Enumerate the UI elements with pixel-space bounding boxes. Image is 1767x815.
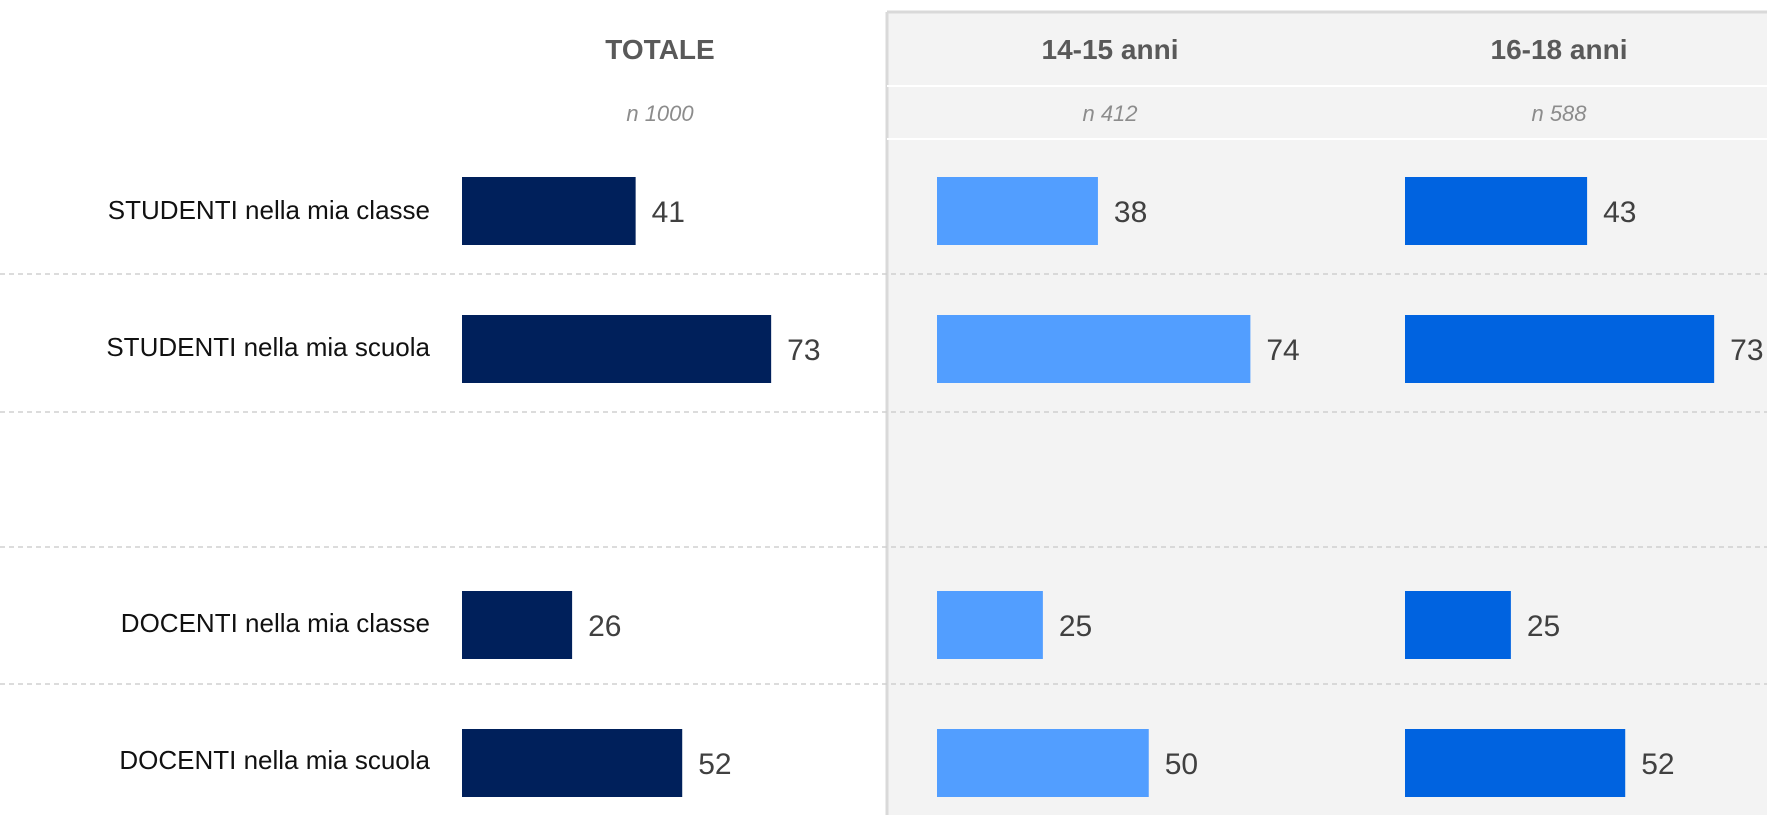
value-label-totale-docenti-scuola: 52	[698, 748, 731, 781]
column-headers: TOTALE 14-15 anni 16-18 anni n 1000 n 41…	[605, 34, 1627, 126]
value-label-totale-studenti-classe: 41	[652, 196, 685, 229]
row-separators	[0, 273, 1767, 685]
row-label-studenti-scuola: STUDENTI nella mia scuola	[106, 332, 430, 362]
value-label-14-15-anni-studenti-classe: 38	[1114, 196, 1147, 229]
value-label-14-15-anni-studenti-scuola: 74	[1266, 334, 1299, 367]
sample-size-totale: n 1000	[626, 101, 694, 126]
row-label-docenti-scuola: DOCENTI nella mia scuola	[119, 745, 430, 775]
bar-totale-docenti-scuola	[462, 729, 683, 797]
value-label-14-15-anni-docenti-classe: 25	[1059, 610, 1092, 643]
bar-14-15-anni-studenti-classe	[937, 177, 1098, 245]
bar-totale-studenti-scuola	[462, 315, 772, 383]
value-label-totale-studenti-scuola: 73	[787, 334, 820, 367]
header-totale: TOTALE	[605, 34, 714, 65]
sample-size-16-18-anni: n 588	[1531, 101, 1587, 126]
row-label-studenti-classe: STUDENTI nella mia classe	[108, 195, 430, 225]
header-16-18-anni: 16-18 anni	[1491, 34, 1628, 65]
bar-14-15-anni-docenti-scuola	[937, 729, 1149, 797]
value-label-14-15-anni-docenti-scuola: 50	[1165, 748, 1198, 781]
bar-16-18-anni-studenti-classe	[1405, 177, 1588, 245]
sample-size-14-15-anni: n 412	[1082, 101, 1137, 126]
bar-totale-studenti-classe	[462, 177, 636, 245]
value-label-16-18-anni-studenti-classe: 43	[1603, 196, 1636, 229]
bar-16-18-anni-docenti-scuola	[1405, 729, 1626, 797]
bar-16-18-anni-docenti-classe	[1405, 591, 1511, 659]
value-label-16-18-anni-docenti-classe: 25	[1527, 610, 1560, 643]
value-label-16-18-anni-docenti-scuola: 52	[1641, 748, 1674, 781]
row-label-docenti-classe: DOCENTI nella mia classe	[121, 608, 430, 638]
bar-totale-docenti-classe	[462, 591, 573, 659]
row-labels: STUDENTI nella mia classe STUDENTI nella…	[106, 195, 430, 775]
header-14-15-anni: 14-15 anni	[1042, 34, 1179, 65]
subgroup-panel-background	[887, 12, 1767, 815]
bar-14-15-anni-docenti-classe	[937, 591, 1043, 659]
bar-14-15-anni-studenti-scuola	[937, 315, 1251, 383]
value-label-totale-docenti-classe: 26	[588, 610, 621, 643]
value-label-16-18-anni-studenti-scuola: 73	[1730, 334, 1763, 367]
value-labels: 41 73 26 52 38 74 25 50 43 73 25 52	[588, 196, 1763, 781]
bars	[462, 177, 1715, 797]
bar-16-18-anni-studenti-scuola	[1405, 315, 1715, 383]
